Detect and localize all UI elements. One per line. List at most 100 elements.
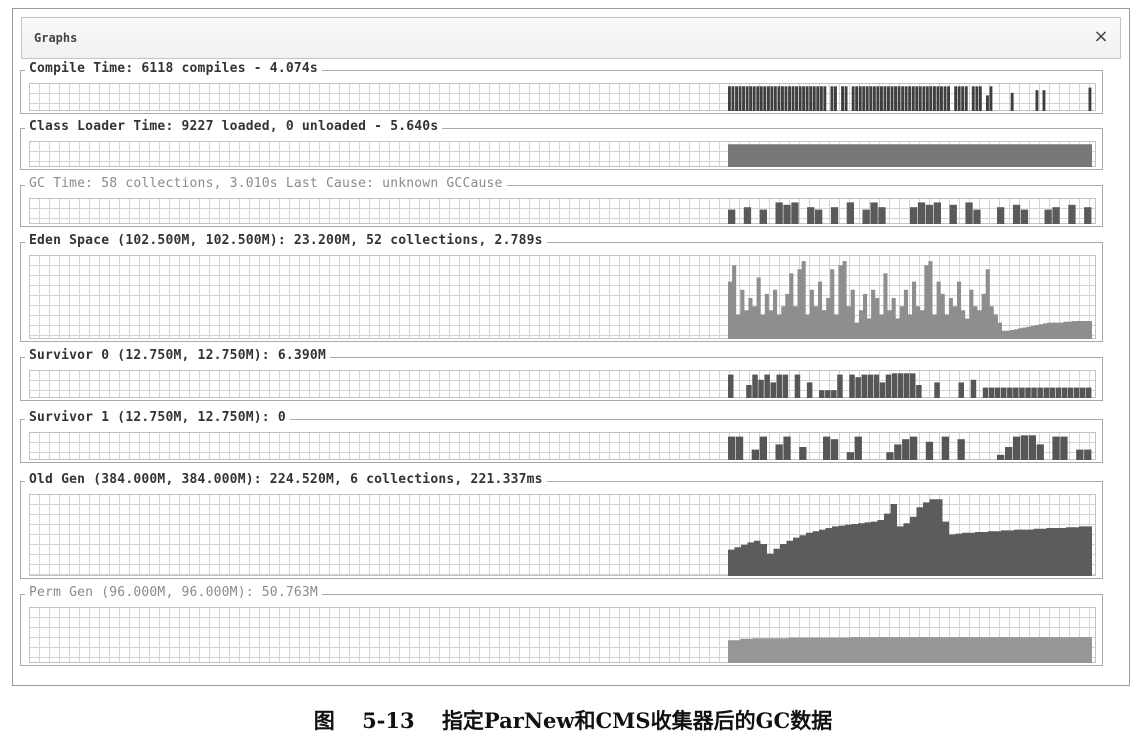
- survivor0-series-bar: [1049, 387, 1055, 398]
- survivor1-series-bar: [886, 452, 894, 460]
- gc-series-bar: [910, 207, 918, 224]
- compile-series-bar: [855, 86, 859, 111]
- eden-space-graph: [29, 255, 1096, 339]
- gc-series-bar: [830, 207, 839, 224]
- gc-series-bar: [743, 207, 752, 224]
- survivor0-series-bar: [1073, 387, 1080, 398]
- survivor1-series-bar: [1084, 449, 1092, 460]
- compile-series-bar: [844, 86, 848, 111]
- survivor0-series-bar: [849, 374, 855, 398]
- class-loader-time-graph: [29, 141, 1096, 167]
- compile-series-bar: [773, 86, 777, 111]
- compile-series-bar: [745, 86, 749, 111]
- gc-series-bar: [862, 209, 870, 224]
- compile-series-bar: [819, 86, 823, 111]
- compile-series-bar: [858, 86, 862, 111]
- survivor0-series-bar: [855, 377, 861, 398]
- survivor0-series-bar: [1019, 387, 1025, 398]
- compile-series-bar: [918, 86, 922, 111]
- gc-series-bar: [973, 209, 981, 224]
- compile-time-panel: Compile Time: 6118 compiles - 4.074s: [20, 61, 1103, 114]
- survivor1-series-bar: [846, 452, 854, 460]
- compile-series-bar: [894, 86, 897, 111]
- gc-series-bar: [1020, 209, 1029, 224]
- caption-text: 指定ParNew和CMS收集器后的GC数据: [441, 708, 833, 733]
- survivor0-series-bar: [728, 374, 734, 398]
- survivor0-series-bar: [970, 379, 977, 398]
- survivor0-series-bar: [758, 379, 764, 398]
- survivor0-series-bar: [746, 385, 752, 398]
- compile-series-bar: [798, 86, 802, 111]
- survivor1-series-bar: [783, 436, 791, 460]
- survivor1-series-bar: [1036, 444, 1044, 460]
- survivor0-series-bar: [837, 374, 843, 398]
- compile-series-bar: [936, 86, 940, 111]
- survivor1-series-bar: [997, 454, 1005, 460]
- survivor1-series-bar: [759, 436, 767, 460]
- compile-series-bar: [940, 86, 943, 111]
- compile-series-bar: [869, 86, 873, 111]
- survivor0-series-bar: [1007, 387, 1013, 398]
- survivor0-series-bar: [806, 382, 813, 398]
- survivor1-series-bar: [941, 436, 949, 460]
- classloader-series-area: [728, 144, 1092, 167]
- survivor0-series-bar: [1061, 387, 1068, 398]
- survivor0-series-bar: [1067, 387, 1074, 398]
- figure-caption: 图 5-13 指定ParNew和CMS收集器后的GC数据: [0, 705, 1146, 735]
- compile-series-bar: [862, 86, 866, 111]
- survivor1-series-bar: [1020, 435, 1029, 460]
- compile-series-bar: [728, 86, 731, 111]
- compile-series-bar: [971, 86, 975, 111]
- survivor1-series-bar: [1060, 436, 1068, 460]
- survivor-0-panel: Survivor 0 (12.750M, 12.750M): 6.390M: [20, 348, 1103, 401]
- gc-series-bar: [1068, 204, 1076, 224]
- gc-series-bar: [933, 202, 941, 224]
- compile-series-bar: [809, 86, 813, 111]
- survivor0-series-bar: [897, 373, 904, 398]
- survivor0-series-bar: [1031, 387, 1037, 398]
- survivor0-series-bar: [782, 374, 789, 398]
- compile-series-bar: [823, 86, 827, 111]
- compile-series-bar: [1088, 87, 1092, 111]
- survivor1-series-bar: [1005, 447, 1013, 460]
- gc-series-bar: [775, 202, 783, 224]
- compile-series-bar: [901, 86, 905, 111]
- compile-series-bar: [1035, 90, 1039, 111]
- survivor1-series-bar: [728, 436, 736, 460]
- window-title: Graphs: [34, 31, 78, 45]
- compile-series-bar: [929, 86, 933, 111]
- compile-series-bar: [802, 86, 806, 111]
- compile-series-bar: [1010, 92, 1014, 111]
- compile-series-bar: [890, 86, 894, 111]
- survivor1-series-bar: [910, 436, 918, 460]
- gc-time-panel: GC Time: 58 collections, 3.010s Last Cau…: [20, 176, 1103, 227]
- gc-series-bar: [1044, 209, 1052, 224]
- survivor0-series-bar: [1079, 387, 1086, 398]
- eden-space-panel: Eden Space (102.500M, 102.500M): 23.200M…: [20, 233, 1103, 342]
- compile-series-bar: [887, 86, 890, 111]
- compile-series-bar: [911, 86, 915, 111]
- compile-series-bar: [795, 86, 798, 111]
- compile-series-bar: [742, 86, 745, 111]
- close-icon[interactable]: ×: [1093, 26, 1109, 47]
- compile-series-bar: [880, 86, 883, 111]
- compile-series-bar: [978, 86, 982, 111]
- compile-series-bar: [788, 86, 791, 111]
- graph-grid: [29, 83, 1096, 111]
- compile-series-bar: [1042, 90, 1046, 111]
- compile-series-bar: [816, 86, 820, 111]
- compile-series-bar: [756, 86, 760, 111]
- compile-series-bar: [947, 86, 950, 111]
- gc-series-bar: [997, 207, 1005, 224]
- survivor0-series-bar: [776, 374, 782, 398]
- window-titlebar: Graphs ×: [21, 17, 1121, 59]
- compile-series-bar: [915, 86, 919, 111]
- survivor1-series-bar: [925, 441, 934, 460]
- gc-series-bar: [791, 202, 799, 224]
- compile-series-bar: [904, 86, 908, 111]
- compile-series-bar: [925, 86, 929, 111]
- caption-figure-number: 5-13: [362, 708, 415, 733]
- compile-time-title: Compile Time: 6118 compiles - 4.074s: [25, 61, 322, 76]
- compile-series-bar: [872, 86, 876, 111]
- gc-series-bar: [728, 209, 736, 224]
